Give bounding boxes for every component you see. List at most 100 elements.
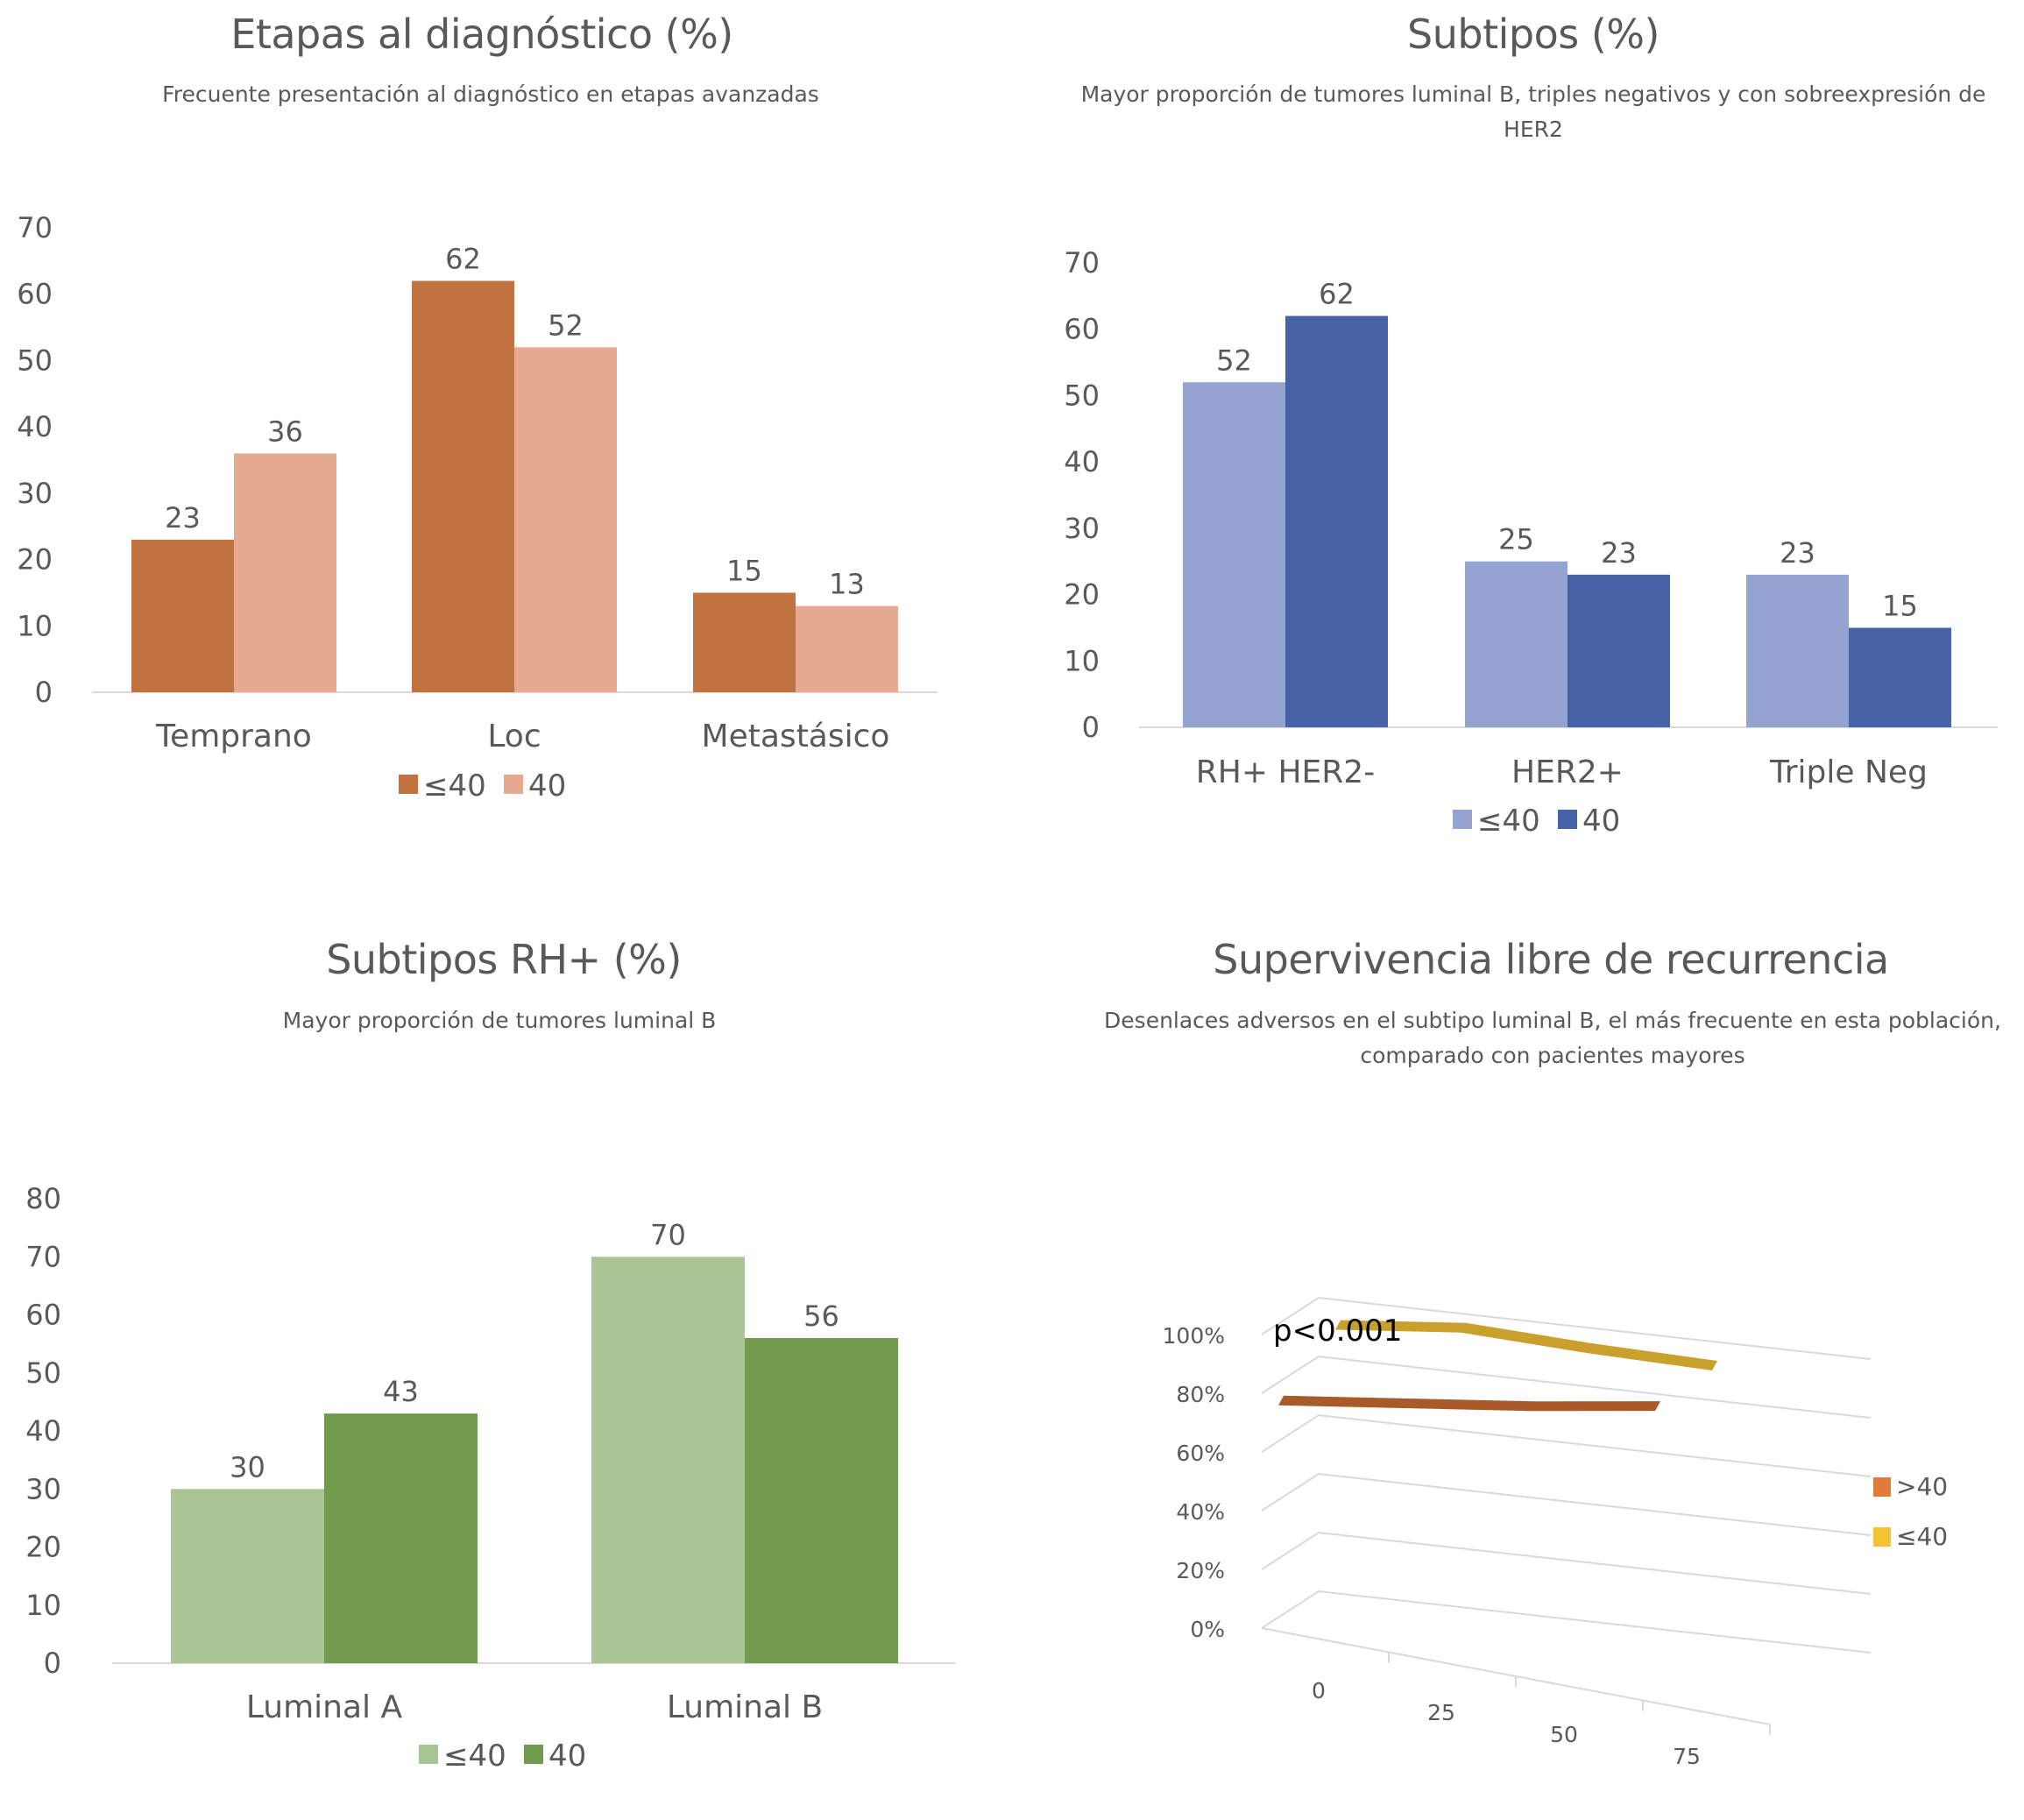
chart1-title: Etapas al diagnóstico (%) (230, 11, 733, 58)
data-label: 15 (726, 554, 762, 587)
data-label: 62 (1319, 278, 1355, 311)
data-label: 36 (267, 414, 303, 448)
legend-swatch (1558, 810, 1577, 829)
data-label: 13 (829, 568, 865, 601)
bar-40 (796, 605, 898, 692)
category-label: Metastásico (702, 719, 890, 754)
category-label: Luminal A (246, 1689, 403, 1725)
x-tick-label: 0 (1312, 1678, 1326, 1703)
y-tick-label: 70 (17, 211, 53, 244)
chart2-subtitle-line2: HER2 (1504, 117, 1563, 142)
y-tick-label: 70 (1064, 246, 1100, 280)
y-tick-label: 30 (25, 1472, 61, 1505)
legend-swatch (419, 1745, 438, 1764)
y-tick-label: 20 (1064, 578, 1100, 612)
x-tick-label: 75 (1673, 1744, 1701, 1769)
category-label: Luminal B (667, 1689, 823, 1725)
data-label: 52 (1216, 343, 1252, 377)
chart3-subtitle: Mayor proporción de tumores luminal B (282, 1008, 717, 1033)
series-ribbon-le40 (1335, 1320, 1717, 1370)
category-label: Temprano (155, 719, 312, 754)
legend-swatch (1873, 1477, 1891, 1497)
y-tick-label: 100% (1163, 1323, 1225, 1349)
legend-swatch (1453, 810, 1472, 829)
bar-le40 (1465, 561, 1568, 727)
y-tick-label: 30 (1064, 512, 1100, 545)
y-tick-label: 20 (25, 1531, 61, 1564)
y-tick-label: 60% (1176, 1441, 1225, 1466)
data-label: 56 (803, 1299, 839, 1333)
gridline (1261, 1355, 1872, 1419)
y-tick-label: 80 (25, 1182, 61, 1215)
legend-swatch (399, 775, 418, 794)
data-label: 15 (1882, 589, 1918, 622)
data-label: 62 (445, 243, 481, 276)
y-tick-label: 70 (25, 1240, 61, 1273)
data-label: 52 (548, 308, 584, 342)
gridline (1261, 1590, 1872, 1654)
data-label: 30 (230, 1450, 265, 1484)
bar-le40 (171, 1489, 324, 1663)
legend-label: 40 (1582, 804, 1620, 839)
legend-swatch (524, 1745, 543, 1764)
chart3-title: Subtipos RH+ (%) (326, 936, 682, 983)
bar-40 (514, 347, 617, 692)
chart4-subtitle-line1: Desenlaces adversos en el subtipo lumina… (1104, 1008, 2001, 1033)
y-tick-label: 10 (1064, 644, 1100, 677)
legend-label: ≤40 (1477, 804, 1540, 839)
chart2-subtitle-line1: Mayor proporción de tumores luminal B, t… (1080, 81, 1986, 107)
y-tick-label: 40 (25, 1414, 61, 1448)
y-tick-label: 30 (17, 477, 53, 510)
y-tick-label: 10 (25, 1589, 61, 1622)
y-tick-label: 0 (35, 676, 53, 709)
legend-label: ≤40 (443, 1739, 506, 1774)
category-label: Triple Neg (1769, 754, 1928, 790)
bar-le40 (131, 539, 234, 692)
category-label: Loc (487, 719, 541, 754)
y-tick-label: 40 (1064, 445, 1100, 478)
data-label: 43 (383, 1375, 419, 1408)
bar-le40 (1746, 574, 1849, 727)
bar-40 (1849, 627, 1951, 727)
legend-swatch (504, 775, 523, 794)
category-label: RH+ HER2- (1196, 754, 1375, 790)
data-label: 25 (1498, 523, 1534, 556)
legend-label: 40 (548, 1739, 586, 1774)
bar-40 (234, 453, 336, 692)
y-tick-label: 40% (1176, 1499, 1225, 1525)
chart4-subtitle: Desenlaces adversos en el subtipo lumina… (1104, 1003, 2001, 1073)
gridline (1261, 1472, 1872, 1536)
data-label: 70 (650, 1218, 686, 1251)
bar-40 (745, 1338, 898, 1663)
data-label: 23 (1601, 536, 1637, 570)
x-tick-label: 50 (1550, 1722, 1578, 1747)
bar-le40 (412, 280, 514, 692)
data-label: 23 (165, 501, 201, 535)
gridline (1261, 1413, 1872, 1477)
data-label: 23 (1780, 536, 1815, 570)
y-tick-label: 10 (17, 609, 53, 642)
y-tick-label: 60 (1064, 313, 1100, 346)
p-value-annotation: p<0.001 (1273, 1314, 1402, 1349)
y-tick-label: 0% (1190, 1617, 1225, 1642)
y-tick-label: 40 (17, 410, 53, 443)
chart4-subtitle-line2: comparado con pacientes mayores (1360, 1043, 1745, 1068)
y-tick-label: 0 (44, 1646, 61, 1680)
y-tick-label: 60 (17, 278, 53, 311)
chart2-subtitle: Mayor proporción de tumores luminal B, t… (1081, 77, 1986, 147)
chart2-title: Subtipos (%) (1407, 11, 1660, 58)
y-tick-label: 50 (17, 343, 53, 377)
legend-swatch (1873, 1527, 1891, 1547)
y-tick-label: 60 (25, 1299, 61, 1332)
x-tick-label: 25 (1427, 1700, 1455, 1725)
gridline (1261, 1531, 1872, 1595)
bar-le40 (591, 1257, 745, 1663)
chart4-title: Supervivencia libre de recurrencia (1213, 936, 1889, 983)
legend-label: 40 (528, 768, 566, 804)
legend-label: >40 (1896, 1472, 1948, 1501)
y-tick-label: 50 (25, 1356, 61, 1390)
